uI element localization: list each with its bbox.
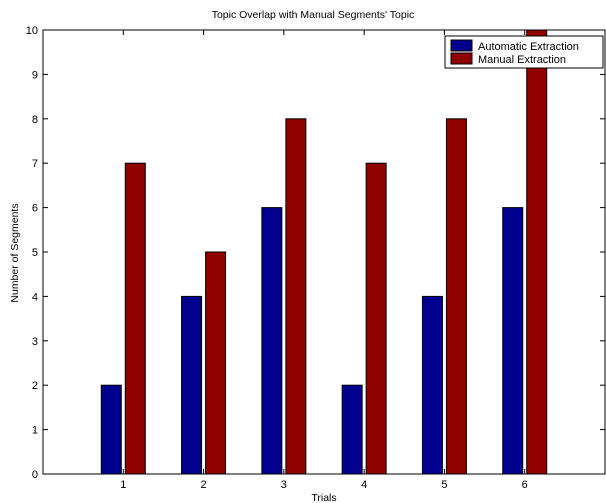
y-tick-label: 1 (32, 425, 38, 437)
bar-automatic-trial-5 (421, 295, 443, 475)
ticks-layer: 0 1 2 3 4 5 6 7 8 9 10 1 2 3 4 5 6 (26, 25, 605, 491)
y-tick-label: 6 (32, 203, 38, 215)
y-tick-label: 10 (26, 25, 38, 37)
y-tick-label: 9 (32, 69, 38, 81)
legend-swatch (450, 52, 473, 65)
y-tick-label: 8 (32, 114, 38, 126)
bar-manual-trial-2 (205, 251, 227, 475)
bar-automatic-trial-4 (341, 384, 363, 475)
x-axis-title: Trials (311, 492, 336, 503)
bar-manual-trial-1 (124, 162, 146, 475)
bar-automatic-trial-2 (181, 295, 203, 475)
x-tick-label: 1 (120, 479, 126, 491)
y-tick-label: 4 (32, 291, 38, 303)
y-tick-label: 7 (32, 158, 38, 170)
x-tick-label: 4 (361, 479, 367, 491)
y-tick-label: 0 (32, 469, 38, 481)
x-tick-label: 3 (281, 479, 287, 491)
bar-manual-trial-4 (365, 162, 387, 475)
bar-manual-trial-5 (445, 118, 467, 475)
bar-automatic-trial-3 (261, 207, 283, 475)
chart-title: Topic Overlap with Manual Segments' Topi… (212, 9, 415, 21)
y-tick-label: 2 (32, 380, 38, 392)
legend-label: Manual Extraction (478, 54, 566, 66)
x-tick-label: 6 (522, 479, 528, 491)
legend-label: Automatic Extraction (478, 41, 579, 53)
y-tick-label: 3 (32, 336, 38, 348)
y-axis-title: Number of Segments (9, 203, 21, 302)
legend-swatch (450, 39, 473, 52)
bar-manual-trial-6 (526, 29, 548, 475)
bar-automatic-trial-6 (502, 207, 524, 475)
bar-manual-trial-3 (285, 118, 307, 475)
x-tick-label: 5 (441, 479, 447, 491)
bars-layer (100, 29, 548, 475)
bar-automatic-trial-1 (100, 384, 122, 475)
y-tick-label: 5 (32, 247, 38, 259)
x-tick-label: 2 (201, 479, 207, 491)
